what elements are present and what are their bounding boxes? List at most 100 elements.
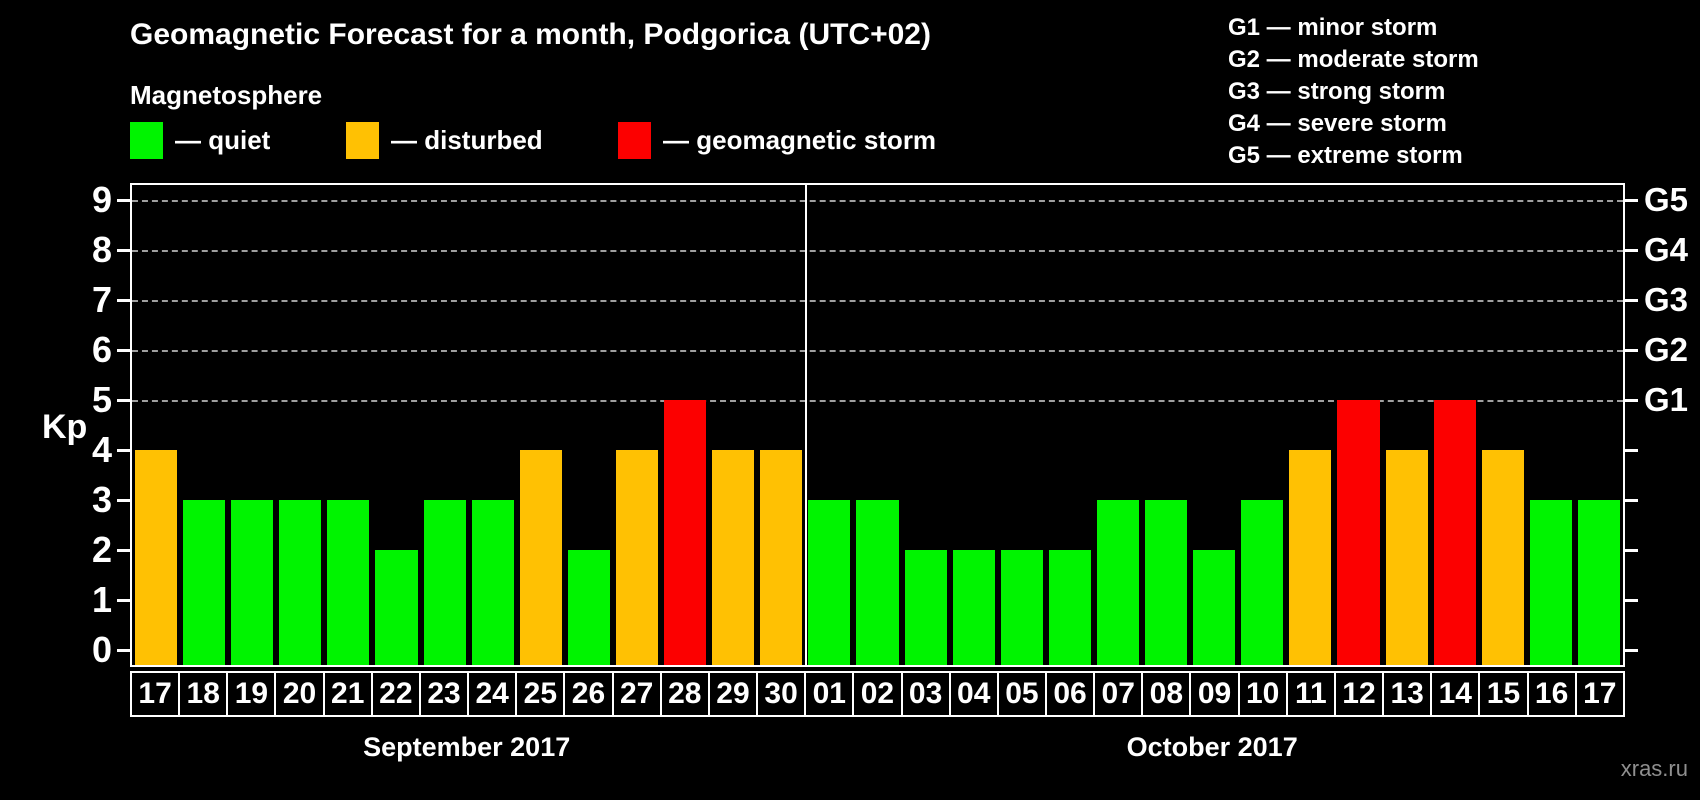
kp-bar-day-25 [519,450,562,665]
g2-legend-line: G2 — moderate storm [1228,46,1479,73]
day-cell: 12 [1333,671,1385,717]
right-axis-label-g4: G4 [1644,231,1689,268]
day-cell: 05 [996,671,1047,717]
kp-bar-day-23 [423,500,466,665]
left-tick-9 [117,199,130,202]
y-axis-title: Kp [42,408,88,446]
kp-bar-day-17 [135,450,178,665]
day-cell: 08 [1141,671,1192,717]
kp-bar-day-30 [760,450,803,665]
kp-bar-day-12 [1337,400,1380,665]
y-axis-label-6: 6 [91,329,112,370]
right-tick-2 [1625,549,1638,552]
legend-item-storm: — geomagnetic storm [618,120,936,160]
left-tick-8 [117,249,130,252]
y-axis-label-8: 8 [91,229,112,270]
kp-bar-day-22 [375,550,418,665]
kp-bar-day-24 [471,500,514,665]
day-cell: 03 [900,671,951,717]
right-axis-label-g1: G1 [1644,381,1689,418]
kp-bar-day-05 [1000,550,1043,665]
month-label-1: October 2017 [1126,732,1298,762]
plot-area [130,183,1625,667]
kp-bar-day-10 [1241,500,1284,665]
day-cell: 01 [804,671,855,717]
left-tick-1 [117,599,130,602]
kp-bar-day-28 [664,400,707,665]
kp-bar-day-06 [1048,550,1091,665]
legend-label-quiet: — quiet [175,124,271,155]
day-cell: 19 [226,671,277,717]
day-cell: 14 [1430,671,1481,717]
legend-label-storm: — geomagnetic storm [663,124,937,155]
gridline-kp-9 [132,200,1623,202]
day-cell: 21 [322,671,373,717]
kp-bar-day-08 [1145,500,1188,665]
gridline-kp-6 [132,350,1623,352]
right-tick-5 [1625,399,1638,402]
day-cell: 17 [1574,671,1625,717]
kp-bar-day-17 [1577,500,1620,665]
kp-bar-day-20 [279,500,322,665]
day-cell: 18 [178,671,229,717]
right-axis-label-g5: G5 [1644,181,1689,218]
kp-bar-day-03 [904,550,947,665]
g4-legend-line: G4 — severe storm [1228,110,1447,137]
left-tick-0 [117,649,130,652]
legend-item-disturbed: — disturbed [346,120,543,160]
day-cell: 17 [130,671,181,717]
day-cell: 20 [274,671,325,717]
right-tick-1 [1625,599,1638,602]
quiet-color-swatch [130,121,163,159]
right-tick-4 [1625,449,1638,452]
day-cell: 02 [852,671,903,717]
day-cell: 04 [948,671,999,717]
y-axis-label-5: 5 [91,379,112,420]
day-cell: 16 [1526,671,1577,717]
day-cell: 06 [1044,671,1096,717]
day-cell: 13 [1382,671,1433,717]
g1-legend-line: G1 — minor storm [1228,14,1438,41]
day-cell: 23 [418,671,470,717]
y-axis-label-0: 0 [91,629,112,670]
right-tick-3 [1625,499,1638,502]
kp-bar-day-18 [183,500,226,665]
left-tick-7 [117,299,130,302]
kp-bar-day-13 [1385,450,1428,665]
storm-color-swatch [618,121,651,159]
kp-bar-day-11 [1289,450,1332,665]
month-separator-line [805,185,807,665]
legend-heading: Magnetosphere [130,80,323,110]
kp-bar-day-14 [1433,400,1476,665]
y-axis-label-4: 4 [91,429,112,470]
right-tick-0 [1625,649,1638,652]
kp-bar-day-27 [615,450,659,665]
day-cell: 22 [370,671,421,717]
kp-bar-day-15 [1481,450,1524,665]
kp-bar-day-16 [1529,500,1572,665]
legend-label-disturbed: — disturbed [391,124,543,155]
g-scale-legend: G1 — minor storm G2 — moderate storm G3 … [1228,12,1479,172]
left-tick-6 [117,349,130,352]
day-cell: 30 [756,671,807,717]
day-cell: 28 [659,671,710,717]
gridline-kp-7 [132,300,1623,302]
y-axis-label-3: 3 [91,479,112,520]
day-cell: 27 [611,671,662,717]
watermark: xras.ru [1620,756,1688,781]
day-cell: 26 [563,671,614,717]
left-tick-3 [117,499,130,502]
month-label-0: September 2017 [363,732,571,762]
gridline-kp-8 [132,250,1623,252]
day-cell: 25 [515,671,566,717]
y-axis-label-1: 1 [91,579,112,620]
right-tick-7 [1625,299,1638,302]
right-axis-label-g3: G3 [1644,281,1689,318]
kp-bar-day-01 [808,500,851,665]
y-axis-label-2: 2 [91,529,112,570]
kp-bar-day-29 [712,450,755,665]
disturbed-color-swatch [346,121,379,159]
right-tick-9 [1625,199,1638,202]
right-tick-6 [1625,349,1638,352]
